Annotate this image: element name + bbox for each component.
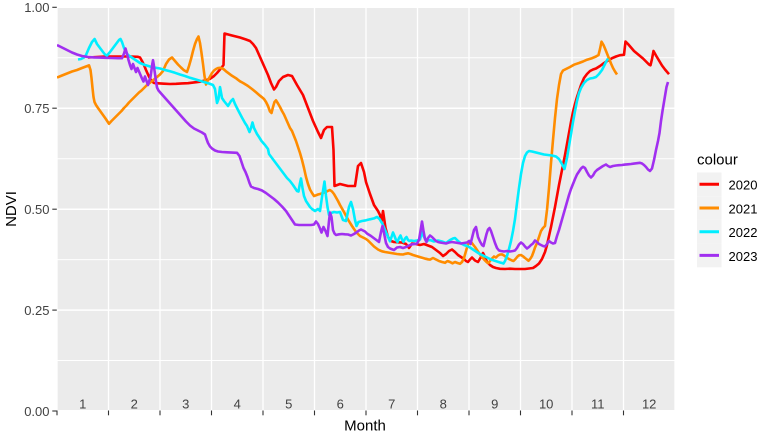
svg-text:0.50: 0.50 [24,202,49,217]
svg-text:2023: 2023 [729,249,758,264]
svg-text:1.00: 1.00 [24,0,49,15]
svg-text:0.25: 0.25 [24,303,49,318]
svg-text:6: 6 [337,397,344,412]
svg-text:4: 4 [234,397,241,412]
svg-text:0.00: 0.00 [24,404,49,419]
svg-text:11: 11 [591,397,605,412]
svg-text:2022: 2022 [729,225,758,240]
svg-text:2020: 2020 [729,178,758,193]
svg-text:8: 8 [440,397,447,412]
svg-text:Month: Month [344,418,386,435]
svg-text:2: 2 [131,397,138,412]
svg-text:3: 3 [182,397,189,412]
svg-text:2021: 2021 [729,201,758,216]
svg-text:5: 5 [285,397,292,412]
svg-text:0.75: 0.75 [24,101,49,116]
svg-text:colour: colour [697,151,738,168]
svg-text:12: 12 [642,397,656,412]
svg-text:1: 1 [79,397,86,412]
svg-text:NDVI: NDVI [3,191,20,227]
svg-text:7: 7 [388,397,395,412]
svg-text:9: 9 [491,397,498,412]
svg-text:10: 10 [539,397,553,412]
